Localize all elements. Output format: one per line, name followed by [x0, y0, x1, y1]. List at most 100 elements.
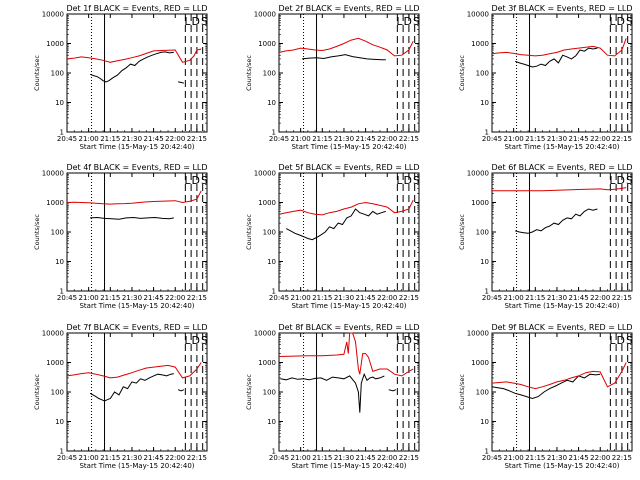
x-axis-label: Start Time (15-May-15 20:42:40): [291, 462, 406, 470]
panel-2: Det 2f BLACK = Events, RED = LLD 1 10 100 10…: [245, 4, 421, 151]
panel-9: Det 9f BLACK = Events, RED = LLD 1 10 100 10…: [458, 323, 633, 470]
panel-4: Det 4f BLACK = Events, RED = LLD 1 10 100 10…: [33, 163, 209, 310]
x-tick-label: 21:00: [79, 135, 99, 143]
y-tick-label: 1000: [471, 359, 489, 367]
plot-frame: [278, 13, 420, 133]
x-tick-label: 21:45: [569, 294, 589, 302]
x-tick-label: 22:00: [590, 454, 610, 462]
x-tick-label: 21:15: [525, 294, 545, 302]
x-tick-label: 21:15: [312, 135, 332, 143]
panel-3: Det 3f BLACK = Events, RED = LLD 1 10 100 10…: [458, 4, 633, 151]
x-axis-label: Start Time (15-May-15 20:42:40): [504, 143, 619, 151]
y-axis-label: Counts/sec: [245, 214, 253, 250]
series-line-2: [66, 48, 202, 63]
x-tick-label: 22:00: [377, 294, 397, 302]
series-line-2: [278, 332, 414, 377]
y-tick-label: 100: [263, 229, 276, 237]
y-tick-label: 10: [55, 99, 64, 107]
y-tick-label: 10000: [42, 330, 64, 338]
series-line-1: [278, 37, 414, 57]
region-annotation: LDS: [396, 334, 421, 347]
y-tick-label: 100: [263, 70, 276, 78]
region-annotation: LDS: [184, 174, 209, 187]
x-tick-label: 21:15: [525, 454, 545, 462]
y-tick-label: 100: [263, 389, 276, 397]
y-tick-label: 100: [51, 70, 64, 78]
y-axis-label: Counts/sec: [33, 374, 41, 410]
x-tick-label: 20:45: [482, 454, 502, 462]
x-tick-label: 20:45: [269, 135, 289, 143]
panel-5: Det 5f BLACK = Events, RED = LLD 1 10 100 10…: [245, 163, 421, 310]
x-tick-label: 21:00: [291, 135, 311, 143]
y-tick-label: 1: [60, 288, 64, 296]
y-tick-label: 100: [51, 229, 64, 237]
y-tick-label: 100: [476, 70, 489, 78]
panel-title: Det 9f BLACK = Events, RED = LLD: [491, 323, 632, 332]
series-line-0: [89, 51, 174, 83]
y-tick-label: 10000: [254, 330, 276, 338]
x-axis-label: Start Time (15-May-15 20:42:40): [291, 143, 406, 151]
plot-frame: [66, 172, 208, 292]
x-tick-label: 22:00: [165, 294, 185, 302]
x-tick-label: 20:45: [482, 294, 502, 302]
y-tick-label: 1: [272, 288, 276, 296]
y-tick-label: 100: [51, 389, 64, 397]
plot-frame: [491, 13, 633, 133]
x-tick-label: 21:45: [356, 294, 376, 302]
x-tick-label: 21:30: [334, 294, 354, 302]
series-line-0: [285, 208, 386, 241]
x-tick-label: 20:45: [57, 454, 77, 462]
y-tick-label: 10: [267, 258, 276, 266]
x-tick-label: 21:30: [547, 454, 567, 462]
y-tick-label: 1000: [258, 40, 276, 48]
panel-8: Det 8f BLACK = Events, RED = LLD 1 10 100 10…: [245, 323, 421, 470]
panel-1: Det 1f BLACK = Events, RED = LLD 1 10 100 10…: [33, 4, 208, 151]
panel-title: Det 5f BLACK = Events, RED = LLD: [278, 163, 419, 172]
plot-frame: [66, 332, 208, 452]
x-tick-label: 21:30: [122, 454, 142, 462]
series-line-1: [66, 190, 202, 205]
y-axis-label: Counts/sec: [245, 374, 253, 410]
series-line-0: [514, 47, 598, 68]
x-tick-label: 21:00: [79, 454, 99, 462]
y-tick-label: 1: [272, 129, 276, 137]
x-tick-label: 21:00: [79, 294, 99, 302]
y-axis-label: Counts/sec: [458, 374, 466, 410]
y-tick-label: 1000: [258, 359, 276, 367]
x-tick-label: 20:45: [269, 454, 289, 462]
series-line-0: [280, 372, 385, 413]
panel-title: Det 3f BLACK = Events, RED = LLD: [491, 4, 632, 13]
x-axis-label: Start Time (15-May-15 20:42:40): [291, 302, 406, 310]
y-tick-label: 10000: [42, 11, 64, 19]
x-tick-label: 22:00: [165, 454, 185, 462]
x-tick-label: 21:15: [100, 454, 120, 462]
series-line-1: [491, 362, 627, 390]
region-annotation: LDS: [184, 334, 209, 347]
y-axis-label: Counts/sec: [33, 55, 41, 91]
y-tick-label: 1000: [46, 199, 64, 207]
y-tick-label: 10: [480, 418, 489, 426]
x-tick-label: 21:45: [569, 454, 589, 462]
x-tick-label: 21:15: [525, 135, 545, 143]
y-tick-label: 1: [272, 448, 276, 456]
y-tick-label: 1000: [258, 199, 276, 207]
region-annotation: LDS: [396, 15, 421, 28]
y-tick-label: 10: [267, 99, 276, 107]
y-tick-label: 10000: [254, 11, 276, 19]
x-tick-label: 22:15: [399, 135, 419, 143]
y-tick-label: 1: [60, 129, 64, 137]
y-axis-label: Counts/sec: [458, 55, 466, 91]
x-tick-label: 21:30: [122, 294, 142, 302]
series-line-1: [388, 389, 397, 392]
y-tick-label: 100: [476, 389, 489, 397]
y-tick-label: 10000: [467, 11, 489, 19]
y-tick-label: 10000: [42, 170, 64, 178]
region-annotation: LDS: [396, 174, 421, 187]
series-line-1: [178, 81, 185, 84]
series-line-0: [514, 208, 598, 234]
x-tick-label: 21:45: [144, 294, 164, 302]
x-tick-label: 22:15: [399, 454, 419, 462]
x-axis-label: Start Time (15-May-15 20:42:40): [79, 462, 194, 470]
x-tick-label: 21:00: [504, 294, 524, 302]
x-axis-label: Start Time (15-May-15 20:42:40): [79, 143, 194, 151]
